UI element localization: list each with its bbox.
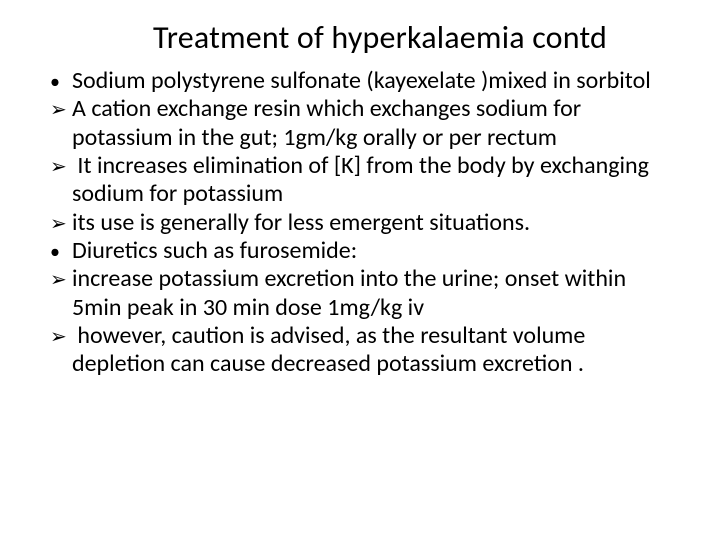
list-item: Sodium polystyrene sulfonate (kayexelate… [50, 67, 680, 95]
bullet-arrow-icon [50, 152, 72, 180]
list-item-text: Sodium polystyrene sulfonate (kayexelate… [72, 66, 651, 95]
bullet-arrow-icon [50, 265, 72, 293]
list-item: increase potassium excretion into the ur… [50, 265, 680, 322]
bullet-dot-icon [50, 237, 72, 265]
list-item-text: however, caution is advised, as the resu… [72, 321, 585, 378]
list-item-text: It increases elimination of [K] from the… [72, 151, 649, 208]
list-item-text: increase potassium excretion into the ur… [72, 264, 626, 321]
slide-body-list: Sodium polystyrene sulfonate (kayexelate… [40, 67, 680, 378]
list-item-text: its use is generally for less emergent s… [72, 208, 530, 237]
list-item: It increases elimination of [K] from the… [50, 152, 680, 209]
list-item: A cation exchange resin which exchanges … [50, 95, 680, 152]
slide: Treatment of hyperkalaemia contd Sodium … [0, 0, 720, 540]
list-item-text: A cation exchange resin which exchanges … [72, 94, 581, 151]
list-item-text: Diuretics such as furosemide: [72, 236, 357, 265]
list-item: Diuretics such as furosemide: [50, 237, 680, 265]
slide-title: Treatment of hyperkalaemia contd [80, 18, 680, 57]
bullet-arrow-icon [50, 209, 72, 237]
bullet-arrow-icon [50, 95, 72, 123]
bullet-dot-icon [50, 67, 72, 95]
list-item: however, caution is advised, as the resu… [50, 322, 680, 379]
bullet-arrow-icon [50, 322, 72, 350]
list-item: its use is generally for less emergent s… [50, 209, 680, 237]
